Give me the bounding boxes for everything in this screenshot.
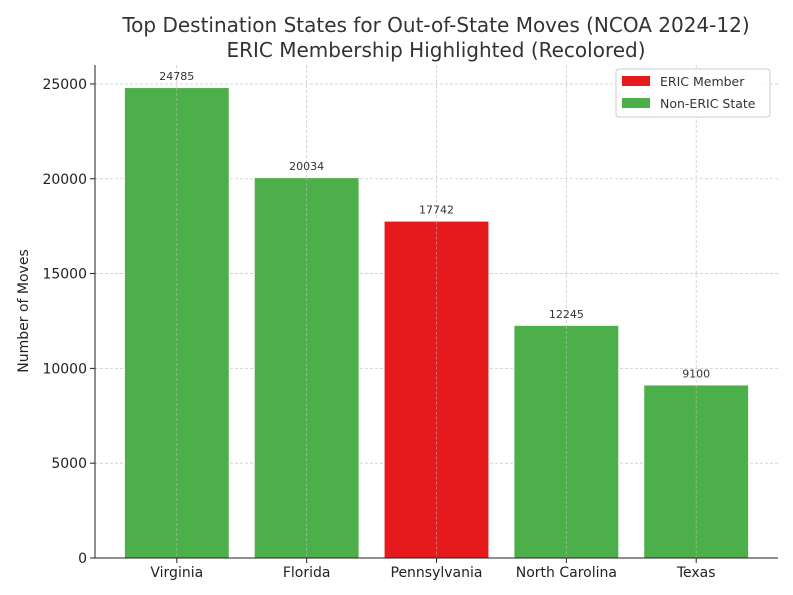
x-tick-label: Virginia: [150, 565, 203, 581]
x-tick-label: Florida: [283, 565, 331, 581]
legend-label-eric: ERIC Member: [660, 74, 745, 89]
x-tick-label: North Carolina: [516, 565, 617, 581]
x-tick-label: Texas: [676, 565, 716, 581]
y-tick-label: 20000: [42, 172, 87, 188]
y-axis-label: Number of Moves: [16, 249, 32, 372]
data-label: 12245: [549, 308, 584, 321]
legend-label-non-eric: Non-ERIC State: [660, 96, 756, 111]
y-tick-label: 5000: [51, 456, 87, 472]
chart-title: Top Destination States for Out-of-State …: [121, 13, 749, 37]
y-tick-label: 25000: [42, 77, 87, 93]
legend-swatch-eric: [622, 76, 650, 86]
y-tick-label: 15000: [42, 267, 87, 283]
chart-subtitle: ERIC Membership Highlighted (Recolored): [226, 38, 645, 62]
y-tick-label: 10000: [42, 361, 87, 377]
x-tick-label: Pennsylvania: [391, 565, 483, 581]
data-label: 17742: [419, 204, 454, 217]
legend: ERIC Member Non-ERIC State: [615, 68, 771, 118]
data-label: 24785: [159, 70, 194, 83]
legend-swatch-non-eric: [622, 98, 650, 108]
data-label: 20034: [289, 160, 324, 173]
data-label: 9100: [682, 367, 710, 380]
y-tick-label: 0: [78, 551, 87, 567]
legend-box: [615, 68, 771, 118]
